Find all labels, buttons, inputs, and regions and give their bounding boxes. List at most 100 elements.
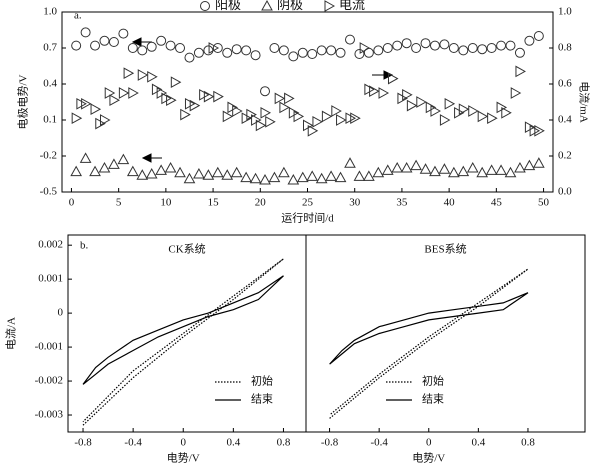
marker [221, 169, 234, 180]
cv-curve [82, 275, 284, 385]
marker [203, 90, 215, 103]
x-tick-label: 0.4 [471, 437, 485, 449]
marker [410, 159, 422, 171]
x-axis-label: 电势/V [412, 452, 445, 465]
y-tick-label: -0.2 [40, 150, 57, 162]
marker [505, 40, 516, 51]
marker [382, 43, 393, 53]
marker [359, 42, 371, 54]
marker [166, 94, 177, 107]
marker [533, 31, 544, 41]
legend-label: 阳极 [215, 0, 241, 12]
marker [466, 161, 479, 173]
marker [387, 72, 399, 85]
marker [335, 47, 346, 58]
marker [71, 112, 83, 125]
y-tick-label: -0.002 [35, 375, 63, 387]
y2-tick-label: 0.2 [558, 150, 572, 162]
marker [439, 114, 451, 126]
marker [293, 110, 305, 123]
marker [372, 166, 385, 178]
marker [231, 44, 242, 55]
marker [170, 76, 182, 89]
marker [128, 87, 139, 99]
marker [137, 69, 149, 81]
marker [147, 70, 158, 83]
marker [495, 164, 507, 175]
marker [278, 166, 290, 178]
y-axis-label: 电流/A [4, 317, 18, 350]
y-tick-label: -0.5 [40, 186, 58, 198]
marker [180, 108, 191, 121]
marker [211, 166, 224, 178]
marker [504, 166, 517, 178]
x-tick-label: -0.4 [124, 437, 142, 449]
marker [458, 45, 469, 56]
marker [232, 105, 243, 117]
marker [429, 40, 440, 51]
marker [336, 114, 347, 126]
marker [402, 88, 413, 101]
x-tick-label: 30 [349, 197, 361, 209]
marker [269, 43, 280, 53]
marker [439, 39, 450, 50]
marker [344, 157, 356, 168]
x-tick-label: 15 [208, 197, 220, 209]
y-tick-label: 0.7 [43, 42, 57, 54]
marker [279, 101, 290, 114]
marker [249, 172, 262, 184]
y-tick-label: 0 [58, 307, 64, 319]
x-axis-label: 电势/V [167, 452, 200, 465]
marker [108, 158, 120, 169]
marker [420, 38, 431, 49]
marker [401, 38, 412, 49]
x-tick-label: -0.8 [321, 437, 339, 449]
arrow-head [131, 37, 142, 47]
marker [222, 47, 233, 58]
marker [378, 87, 390, 99]
legend-marker [200, 1, 210, 11]
marker [250, 50, 261, 61]
marker [241, 45, 252, 56]
y-tick-label: 0.001 [38, 273, 63, 285]
marker [203, 45, 214, 56]
marker [137, 45, 148, 56]
marker [391, 161, 404, 173]
x-tick-label: 35 [396, 197, 408, 209]
legend-label: 初始 [251, 374, 273, 388]
marker [316, 45, 327, 56]
marker [429, 165, 441, 177]
marker [485, 164, 498, 175]
x-tick-label: 0.4 [226, 437, 240, 449]
marker [117, 153, 130, 165]
cv-curve [82, 258, 284, 426]
marker [164, 161, 177, 173]
y2-tick-label: 0.0 [558, 186, 572, 198]
marker [183, 172, 196, 184]
marker [259, 173, 271, 185]
marker [70, 165, 83, 177]
y2-tick-label: 0.6 [558, 78, 572, 90]
marker [381, 164, 394, 175]
marker [288, 51, 299, 62]
marker [118, 28, 129, 39]
marker [109, 94, 120, 107]
marker [448, 43, 459, 53]
x-tick-label: 45 [491, 197, 503, 209]
marker [344, 34, 355, 45]
panel-b-frame [67, 234, 586, 433]
marker [448, 166, 460, 178]
marker [325, 170, 337, 181]
marker [287, 173, 300, 185]
marker [212, 43, 223, 53]
marker [514, 161, 526, 173]
marker [406, 99, 418, 112]
marker [260, 106, 272, 119]
marker [222, 110, 234, 123]
marker [496, 40, 507, 51]
marker [458, 103, 470, 116]
marker [202, 169, 215, 180]
x-tick-label: -0.8 [74, 437, 92, 449]
marker [208, 42, 220, 54]
marker [260, 86, 271, 97]
